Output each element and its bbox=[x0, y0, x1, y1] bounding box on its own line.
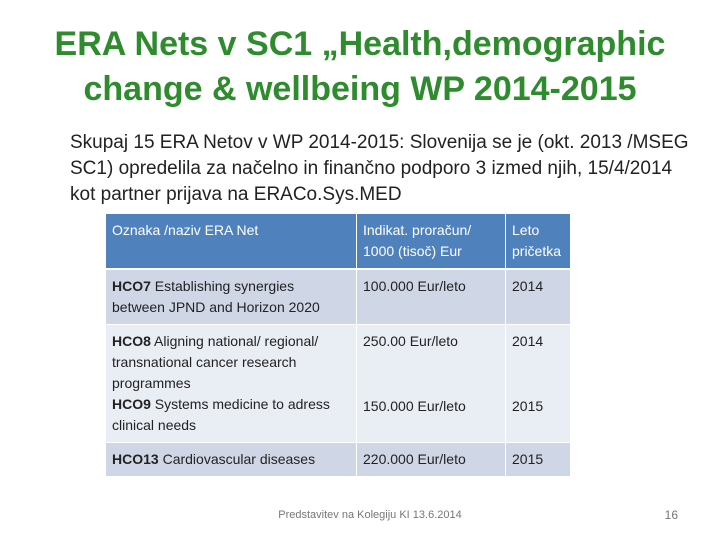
net-name-cell: HCO7 Establishing synergies between JPND… bbox=[106, 270, 357, 325]
slide-footer: Predstavitev na Kolegiju KI 13.6.2014 bbox=[278, 509, 462, 521]
table-row: HCO8 Aligning national/ regional/ transn… bbox=[106, 325, 571, 443]
header-budget: Indikat. proračun/ 1000 (tisoč) Eur bbox=[357, 214, 506, 270]
net-name: Cardiovascular diseases bbox=[158, 451, 316, 467]
net-name-cell: HCO13 Cardiovascular diseases bbox=[106, 443, 357, 477]
net-name-cell: HCO8 Aligning national/ regional/ transn… bbox=[106, 325, 357, 443]
table-header-row: Oznaka /naziv ERA Net Indikat. proračun/… bbox=[106, 214, 571, 270]
net-year: 2014 bbox=[512, 333, 544, 349]
net-name: Establishing synergies between JPND and … bbox=[112, 278, 320, 315]
table-row: HCO7 Establishing synergies between JPND… bbox=[106, 270, 571, 325]
net-budget-cell: 250.00 Eur/leto 150.000 Eur/leto bbox=[357, 325, 506, 443]
net-code: HCO8 bbox=[112, 333, 151, 349]
header-year: Leto pričetka bbox=[506, 214, 571, 270]
slide-title: ERA Nets v SC1 „Health,demographic chang… bbox=[54, 25, 666, 108]
net-code: HCO7 bbox=[112, 278, 151, 294]
net-code: HCO9 bbox=[112, 396, 151, 412]
header-name: Oznaka /naziv ERA Net bbox=[106, 214, 357, 270]
net-code: HCO13 bbox=[112, 451, 159, 467]
page-number: 16 bbox=[664, 508, 678, 522]
net-budget: 250.00 Eur/leto bbox=[363, 333, 458, 349]
era-nets-table: Oznaka /naziv ERA Net Indikat. proračun/… bbox=[106, 214, 571, 477]
bullet-paragraph: • Skupaj 15 ERA Netov v WP 2014-2015: Sl… bbox=[46, 130, 696, 212]
bullet-text: Skupaj 15 ERA Netov v WP 2014-2015: Slov… bbox=[70, 132, 689, 205]
net-year: 2015 bbox=[512, 398, 544, 414]
net-year: 2014 bbox=[506, 270, 571, 325]
table-row: HCO13 Cardiovascular diseases 220.000 Eu… bbox=[106, 443, 571, 477]
net-budget: 100.000 Eur/leto bbox=[357, 270, 506, 325]
net-budget: 150.000 Eur/leto bbox=[363, 398, 466, 414]
net-name: Aligning national/ regional/ transnation… bbox=[112, 333, 319, 391]
net-name: Systems medicine to adress clinical need… bbox=[112, 396, 330, 433]
net-year: 2015 bbox=[506, 443, 571, 477]
net-year-cell: 2014 2015 bbox=[506, 325, 571, 443]
net-budget: 220.000 Eur/leto bbox=[357, 443, 506, 477]
